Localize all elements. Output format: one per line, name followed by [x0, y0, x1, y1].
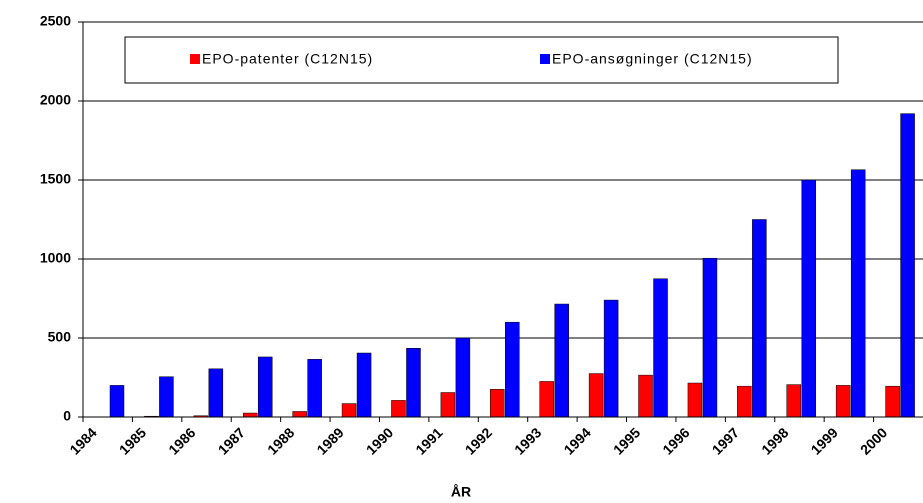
bar	[505, 321, 520, 418]
bar	[554, 303, 569, 418]
x-tick-label: 1989	[313, 424, 346, 457]
x-tick-label: 2000	[857, 424, 890, 457]
bar	[257, 356, 273, 418]
y-tick-label: 1000	[40, 250, 71, 266]
bar	[440, 392, 456, 418]
legend-swatch	[540, 54, 550, 64]
bar	[307, 359, 322, 418]
bar	[588, 373, 604, 418]
x-tick-label: 1985	[116, 424, 149, 457]
legend-box	[124, 36, 839, 84]
x-tick-label: 1998	[758, 424, 791, 457]
bar	[702, 257, 718, 418]
x-tick-label: 1996	[659, 424, 692, 457]
bar	[835, 385, 851, 418]
x-tick-label: 1988	[264, 424, 297, 457]
bar	[603, 299, 619, 418]
legend-label: EPO-patenter (C12N15)	[202, 51, 373, 67]
bar	[653, 278, 668, 418]
bar	[786, 384, 802, 418]
bar	[455, 337, 471, 418]
x-tick-label: 1994	[561, 424, 594, 457]
bar	[109, 385, 125, 418]
y-tick-label: 1500	[40, 171, 71, 187]
x-axis-title: ÅR	[451, 484, 471, 500]
bar	[159, 376, 174, 418]
bar	[292, 411, 307, 418]
bar	[539, 381, 554, 418]
x-tick-label: 1999	[808, 424, 841, 457]
bar	[406, 348, 421, 418]
bar	[341, 403, 357, 418]
x-tick-label: 1992	[462, 424, 495, 457]
y-tick-label: 500	[48, 329, 72, 345]
bar	[752, 219, 767, 418]
y-tick-label: 0	[63, 408, 71, 424]
bar	[490, 389, 505, 418]
bar	[242, 412, 258, 418]
bar	[801, 179, 817, 418]
x-tick-label: 1987	[215, 424, 248, 457]
x-tick-label: 1997	[709, 424, 742, 457]
x-tick-label: 1993	[511, 424, 544, 457]
x-tick-label: 1991	[412, 424, 445, 457]
y-tick-label: 2500	[40, 13, 71, 29]
bar	[850, 169, 866, 418]
bar	[737, 385, 752, 418]
bar	[208, 368, 224, 418]
bar	[356, 352, 372, 418]
x-tick-label: 1990	[363, 424, 396, 457]
x-tick-label: 1995	[610, 424, 643, 457]
y-tick-label: 2000	[40, 92, 71, 108]
legend-label: EPO-ansøgninger (C12N15)	[552, 51, 753, 67]
x-tick-label: 1984	[66, 424, 99, 457]
bar	[687, 382, 703, 418]
bar	[900, 113, 915, 418]
x-tick-label: 1986	[165, 424, 198, 457]
legend-swatch	[190, 54, 200, 64]
bar	[391, 400, 406, 418]
bar	[885, 385, 900, 418]
bar	[638, 374, 653, 418]
